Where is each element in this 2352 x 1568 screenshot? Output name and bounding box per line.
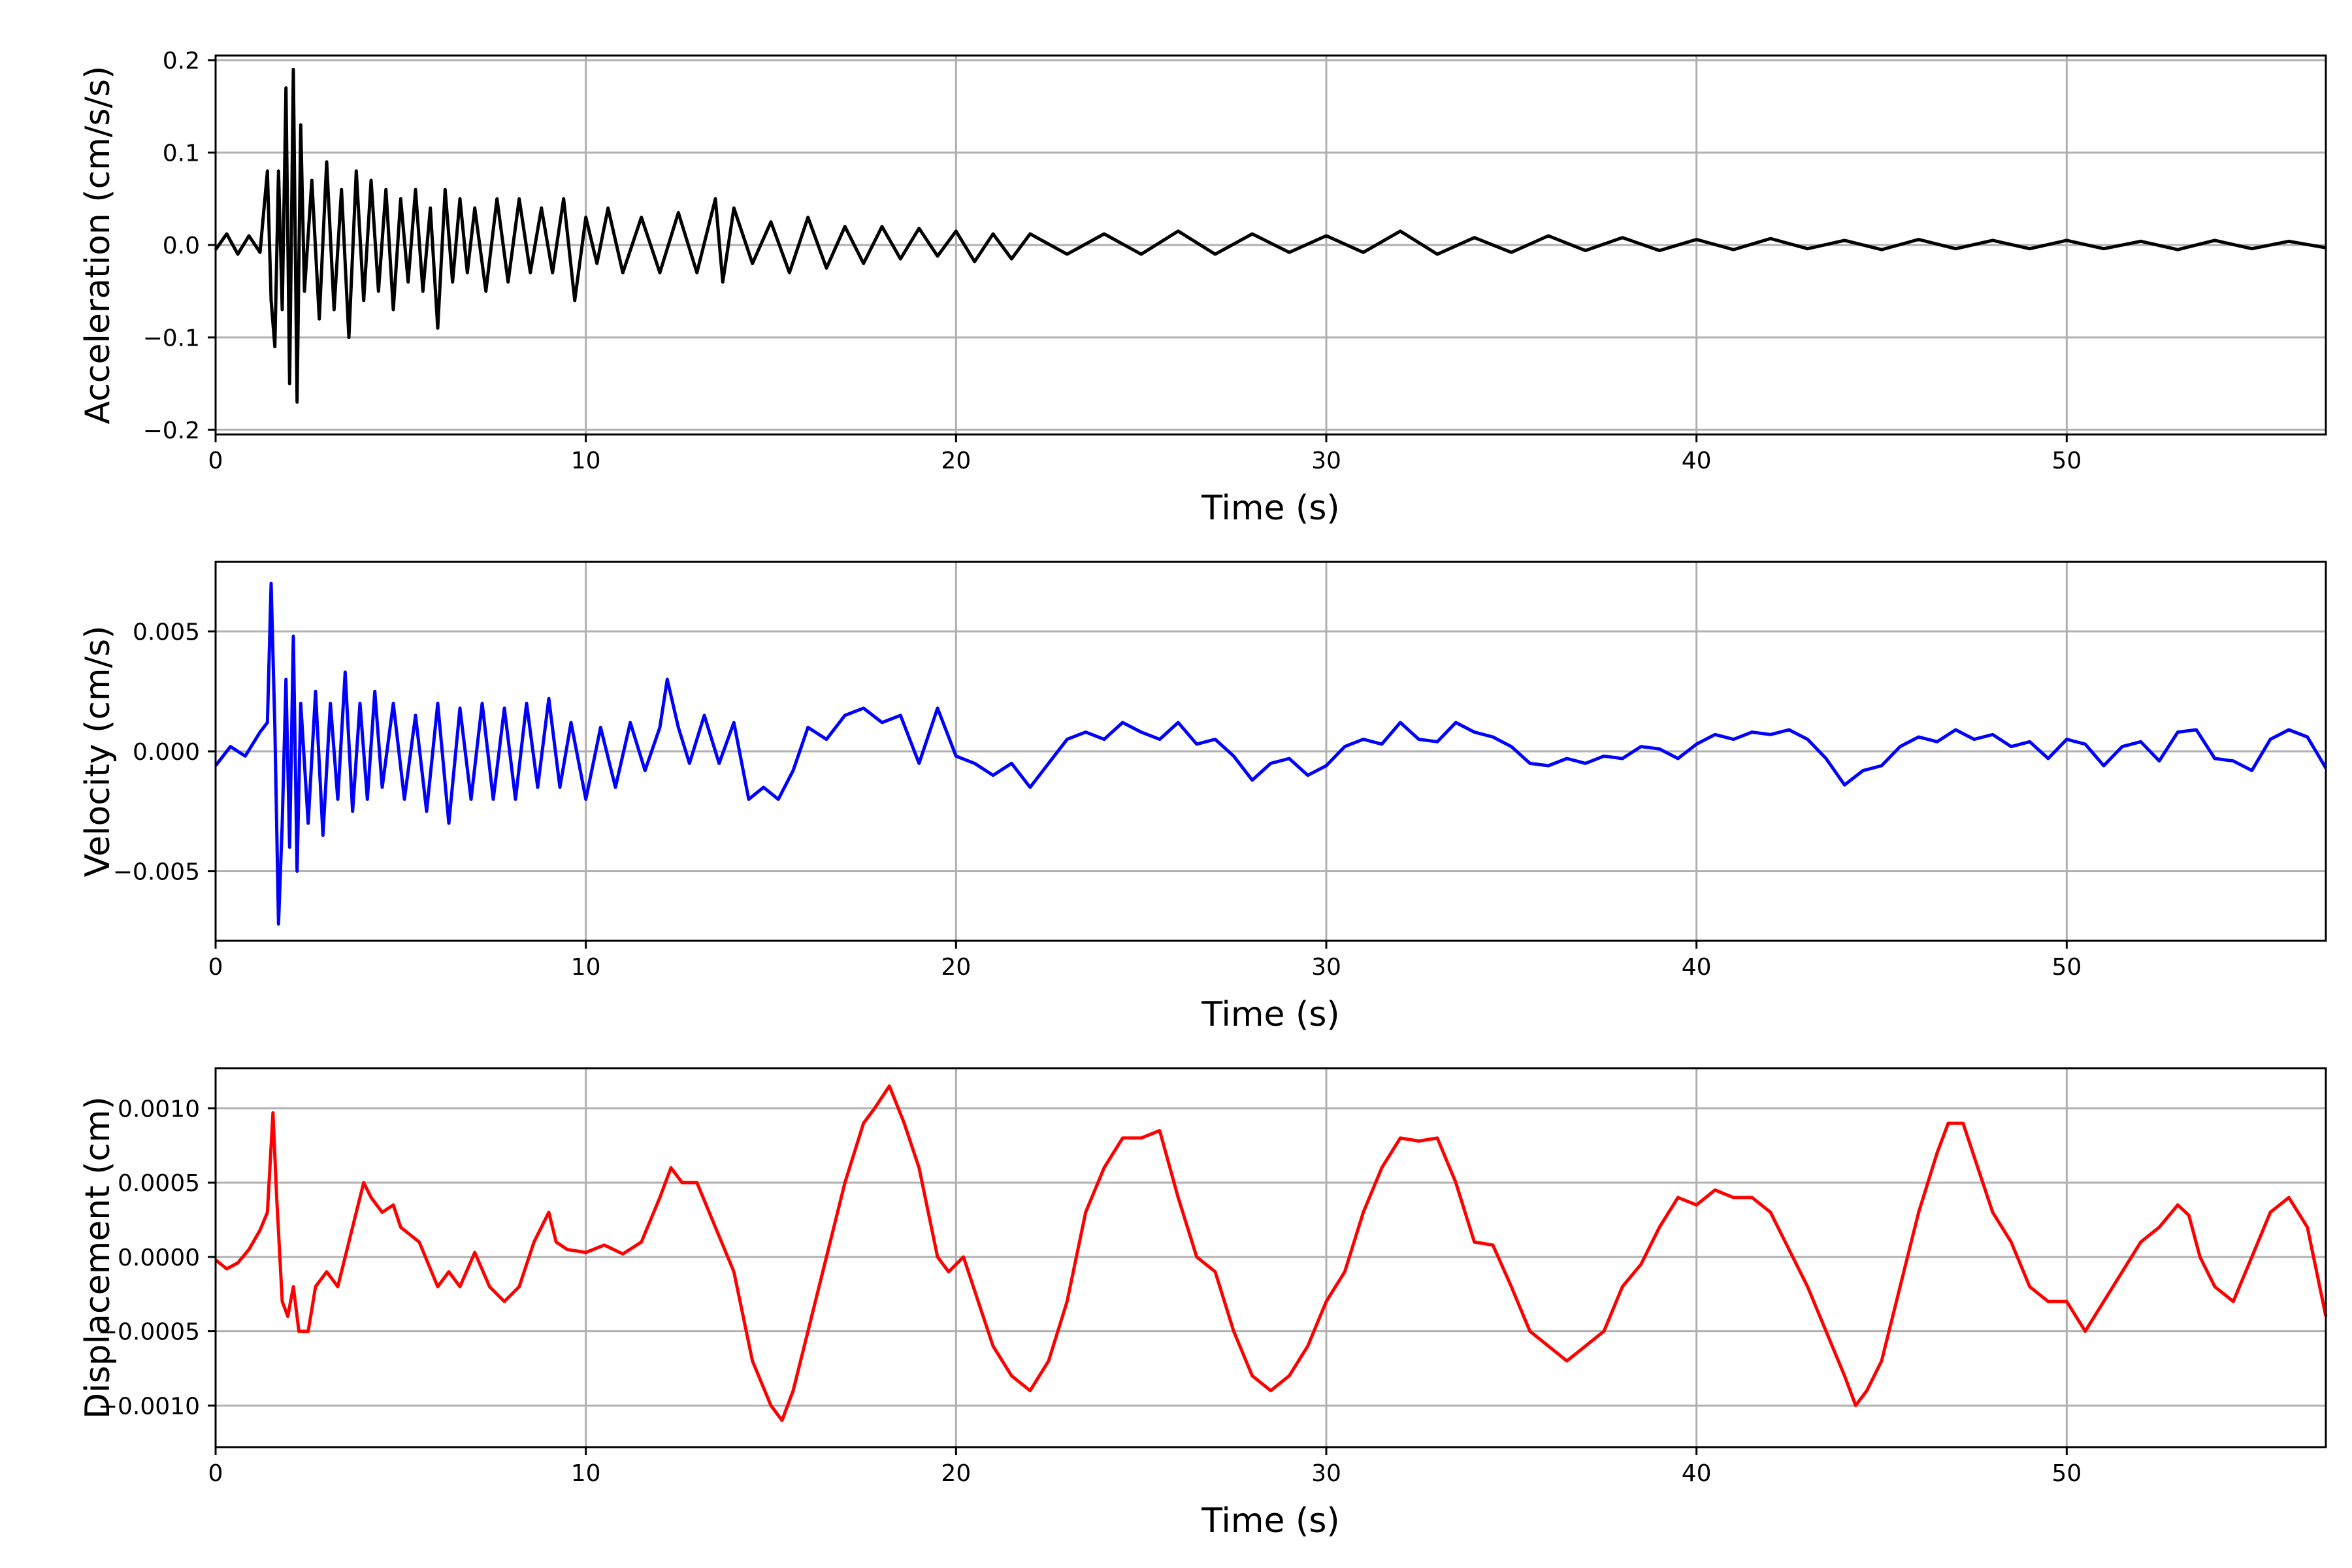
displacement-x-axis-label: Time (s) [1201, 1501, 1339, 1541]
acceleration-x-tick-label: 40 [1682, 448, 1712, 474]
acceleration-y-tick-label: −0.2 [143, 417, 200, 444]
velocity-x-tick-label: 40 [1682, 954, 1712, 981]
velocity-y-tick-label: 0.000 [133, 739, 200, 766]
displacement-y-tick-label: −0.0005 [98, 1319, 200, 1346]
displacement-x-tick-label: 50 [2051, 1460, 2082, 1487]
acceleration-y-tick-label: −0.1 [143, 325, 200, 351]
acceleration-x-tick-label: 0 [208, 448, 223, 474]
displacement-x-tick-label: 0 [208, 1460, 223, 1487]
acceleration-y-tick-label: 0.2 [163, 48, 200, 74]
displacement-y-tick-label: −0.0010 [98, 1393, 200, 1420]
velocity-x-tick-label: 20 [941, 954, 971, 981]
displacement-x-tick-label: 20 [941, 1460, 971, 1487]
displacement-x-tick-label: 30 [1311, 1460, 1341, 1487]
velocity-x-tick-label: 30 [1311, 954, 1341, 981]
displacement-y-axis-label: Displacement (cm) [78, 1096, 118, 1419]
acceleration-y-axis-label: Acceleration (cm/s/s) [78, 66, 118, 425]
acceleration-y-tick-label: 0.0 [163, 233, 200, 259]
velocity-x-tick-label: 0 [208, 954, 223, 981]
velocity-series-line [214, 581, 2328, 926]
velocity-panel: 0 10 20 30 40 50 −0.005 0.000 0.005 Time (s) Veloc… [78, 561, 2328, 1034]
displacement-y-tick-label: 0.0000 [118, 1245, 200, 1271]
acceleration-x-tick-label: 10 [571, 448, 601, 474]
acceleration-x-tick-label: 20 [941, 448, 971, 474]
acceleration-panel: 0 10 20 30 40 50 −0.2 −0.1 0.0 0.1 0.2 Time (s) Acce… [78, 48, 2327, 528]
velocity-y-axis-label: Velocity (cm/s) [78, 626, 118, 877]
acceleration-x-tick-label: 30 [1311, 448, 1341, 474]
displacement-series-line [214, 1084, 2328, 1422]
velocity-x-axis-label: Time (s) [1201, 995, 1339, 1034]
acceleration-series-line [214, 67, 2327, 404]
displacement-x-tick-label: 10 [571, 1460, 601, 1487]
displacement-y-tick-label: 0.0005 [118, 1170, 200, 1197]
velocity-y-tick-label: 0.005 [133, 619, 200, 645]
displacement-panel: 0 10 20 30 40 50 −0.0010 −0.0005 0.0000 0.0005 0.0… [78, 1067, 2328, 1541]
velocity-x-tick-label: 10 [571, 954, 601, 981]
velocity-y-tick-label: −0.005 [113, 859, 200, 886]
acceleration-x-axis-label: Time (s) [1201, 489, 1339, 528]
displacement-x-tick-label: 40 [1682, 1460, 1712, 1487]
displacement-y-tick-label: 0.0010 [118, 1096, 200, 1122]
acceleration-y-tick-label: 0.1 [163, 140, 200, 167]
acceleration-x-tick-label: 50 [2051, 448, 2082, 474]
velocity-x-tick-label: 50 [2051, 954, 2082, 981]
